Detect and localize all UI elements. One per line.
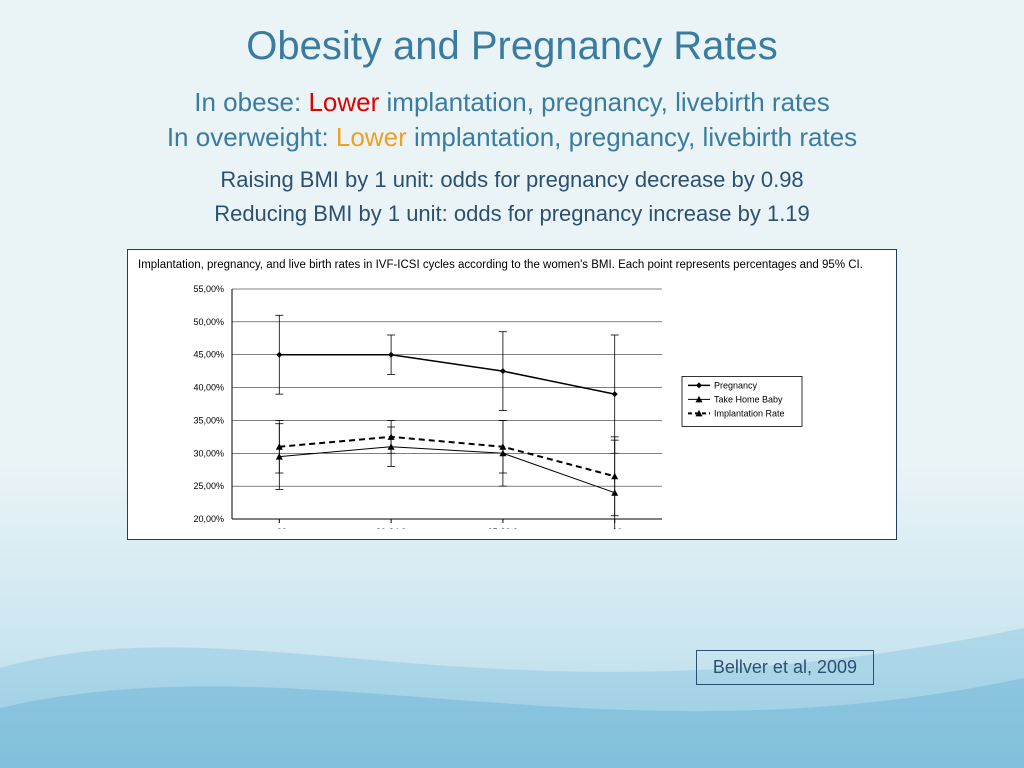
bullet-raising-bmi: Raising BMI by 1 unit: odds for pregnanc… — [0, 167, 1024, 193]
line-chart: 20,00% 25,00% 30,00% 35,00% 40,00% 45,00% 50,0… — [142, 279, 882, 529]
svg-text:Take Home Baby: Take Home Baby — [714, 394, 783, 404]
svg-text:20-24,9: 20-24,9 — [376, 527, 407, 529]
svg-text:30,00%: 30,00% — [193, 448, 224, 458]
svg-text:20,00%: 20,00% — [193, 514, 224, 524]
slide-title: Obesity and Pregnancy Rates — [0, 24, 1024, 69]
chart-caption: Implantation, pregnancy, and live birth … — [138, 258, 886, 273]
chart-container: Implantation, pregnancy, and live birth … — [127, 249, 897, 540]
svg-text:<20: <20 — [272, 527, 287, 529]
svg-text:25-29,9: 25-29,9 — [488, 527, 519, 529]
bullet-obese-highlight: Lower — [308, 87, 379, 117]
svg-text:Implantation Rate: Implantation Rate — [714, 408, 785, 418]
bullet-overweight: In overweight: Lower implantation, pregn… — [0, 122, 1024, 153]
bullet-obese: In obese: Lower implantation, pregnancy,… — [0, 87, 1024, 118]
svg-text:50,00%: 50,00% — [193, 317, 224, 327]
svg-text:Pregnancy: Pregnancy — [714, 380, 758, 390]
citation-box: Bellver et al, 2009 — [696, 650, 874, 685]
bullet-overweight-post: implantation, pregnancy, livebirth rates — [407, 122, 857, 152]
svg-text:55,00%: 55,00% — [193, 284, 224, 294]
svg-text:45,00%: 45,00% — [193, 350, 224, 360]
bullet-overweight-highlight: Lower — [336, 122, 407, 152]
bullet-overweight-pre: In overweight: — [167, 122, 336, 152]
bullet-reducing-bmi: Reducing BMI by 1 unit: odds for pregnan… — [0, 201, 1024, 227]
svg-text:35,00%: 35,00% — [193, 415, 224, 425]
svg-text:25,00%: 25,00% — [193, 481, 224, 491]
bullet-obese-pre: In obese: — [194, 87, 308, 117]
svg-text:40,00%: 40,00% — [193, 383, 224, 393]
bullet-obese-post: implantation, pregnancy, livebirth rates — [379, 87, 829, 117]
